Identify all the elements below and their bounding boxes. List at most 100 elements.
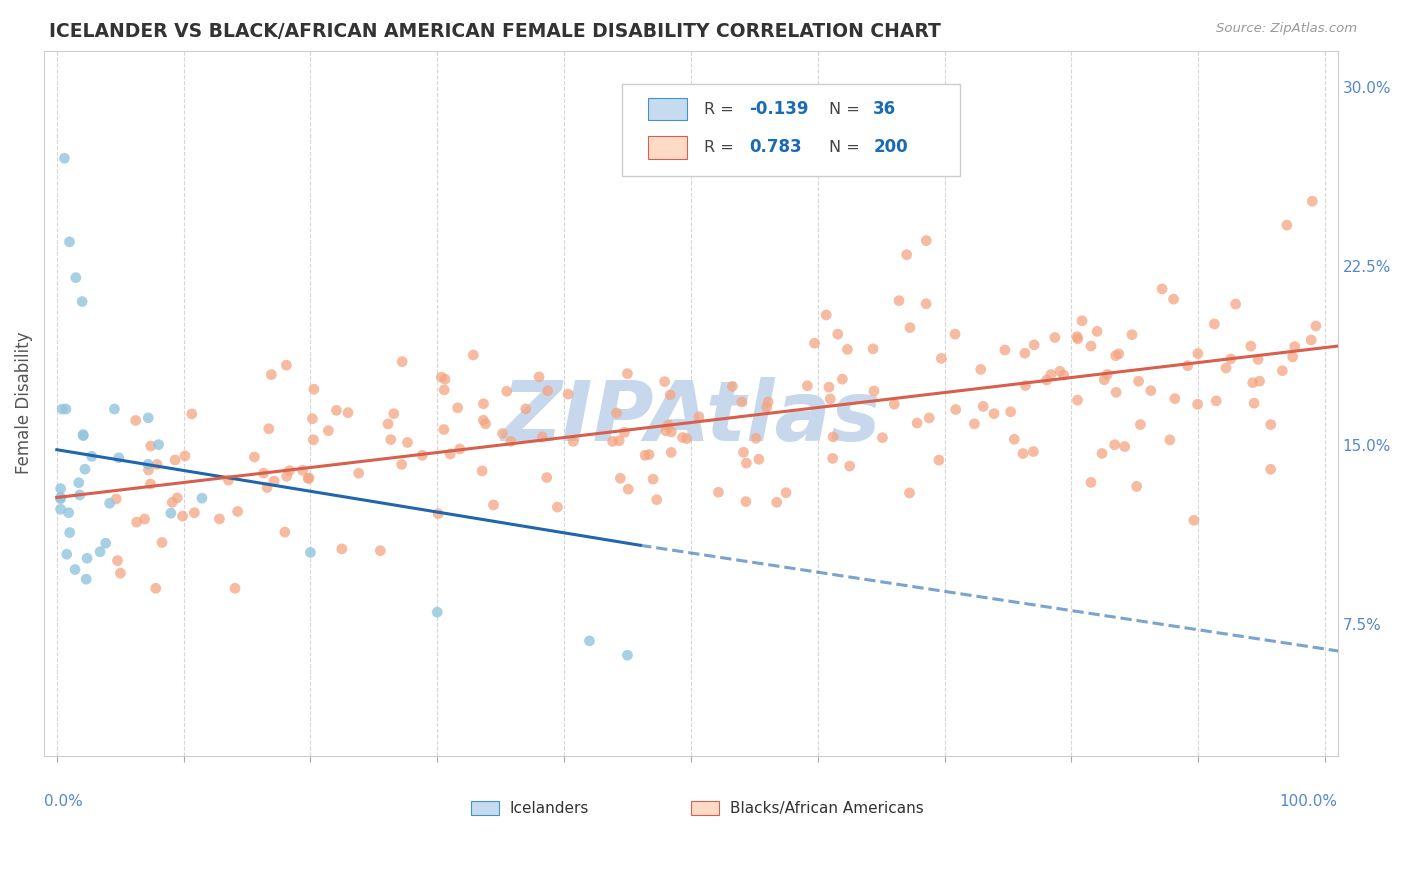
Point [1205, 393, 1227, 408]
Point [337, 406, 360, 420]
Point [1085, 325, 1108, 339]
Point [148, 437, 170, 451]
Point [59, 525, 82, 540]
Point [1049, 364, 1071, 378]
Point [887, 293, 910, 308]
Point [1284, 340, 1306, 354]
Point [578, 633, 600, 648]
Point [765, 495, 787, 509]
Point [138, 463, 160, 477]
Point [994, 343, 1017, 357]
Text: R =: R = [704, 102, 738, 117]
Point [1271, 364, 1294, 378]
Point [1241, 376, 1264, 390]
Point [257, 422, 280, 436]
Point [1039, 368, 1062, 382]
Point [107, 450, 129, 465]
Point [1129, 417, 1152, 432]
Point [136, 458, 159, 472]
Point [883, 397, 905, 411]
Y-axis label: Female Disability: Female Disability [15, 332, 32, 475]
Point [433, 423, 456, 437]
Point [616, 367, 638, 381]
Point [256, 481, 278, 495]
Point [721, 379, 744, 393]
Text: 100.0%: 100.0% [1279, 794, 1337, 809]
Point [107, 553, 129, 567]
Point [546, 500, 568, 514]
Point [963, 417, 986, 431]
Point [449, 442, 471, 456]
Point [616, 648, 638, 663]
Point [80, 450, 103, 464]
Point [1104, 438, 1126, 452]
Point [134, 512, 156, 526]
FancyBboxPatch shape [623, 84, 960, 176]
Point [426, 605, 449, 619]
Point [898, 486, 921, 500]
Point [491, 426, 513, 441]
Point [1260, 417, 1282, 432]
Point [291, 463, 314, 477]
Point [330, 541, 353, 556]
Point [756, 395, 779, 409]
Point [427, 507, 450, 521]
Point [226, 504, 249, 518]
Point [430, 370, 453, 384]
Point [72, 428, 94, 442]
Point [515, 401, 537, 416]
Point [472, 397, 495, 411]
Point [298, 471, 321, 485]
Point [150, 535, 173, 549]
Point [671, 430, 693, 444]
Point [745, 431, 768, 445]
Point [276, 358, 298, 372]
Point [1243, 396, 1265, 410]
Point [139, 439, 162, 453]
Text: R =: R = [704, 140, 738, 154]
Point [1219, 351, 1241, 366]
Point [659, 425, 682, 439]
Point [105, 491, 128, 506]
FancyBboxPatch shape [648, 98, 688, 120]
Point [863, 384, 886, 398]
FancyBboxPatch shape [648, 136, 688, 159]
Point [818, 392, 841, 406]
Point [136, 410, 159, 425]
Point [1247, 352, 1270, 367]
Point [160, 506, 183, 520]
Point [1121, 327, 1143, 342]
Point [609, 471, 631, 485]
Point [1240, 339, 1263, 353]
Point [527, 369, 550, 384]
Point [263, 474, 285, 488]
Point [602, 434, 624, 449]
Point [1301, 194, 1323, 209]
Point [731, 395, 754, 409]
Point [735, 456, 758, 470]
Point [1114, 440, 1136, 454]
Point [1066, 393, 1088, 408]
Point [1022, 338, 1045, 352]
Point [70, 294, 93, 309]
Point [915, 297, 938, 311]
Point [1105, 349, 1128, 363]
Point [928, 453, 950, 467]
Point [983, 407, 1005, 421]
Point [224, 582, 246, 596]
Point [382, 407, 405, 421]
Point [297, 471, 319, 485]
Point [98, 496, 121, 510]
Point [862, 342, 884, 356]
Point [180, 407, 202, 421]
Point [1164, 392, 1187, 406]
Point [654, 375, 676, 389]
Point [898, 320, 921, 334]
Text: 36: 36 [873, 100, 897, 118]
Point [1249, 374, 1271, 388]
Point [657, 418, 679, 433]
Point [89, 545, 111, 559]
Point [838, 459, 860, 474]
Point [1128, 374, 1150, 388]
Point [823, 430, 845, 444]
